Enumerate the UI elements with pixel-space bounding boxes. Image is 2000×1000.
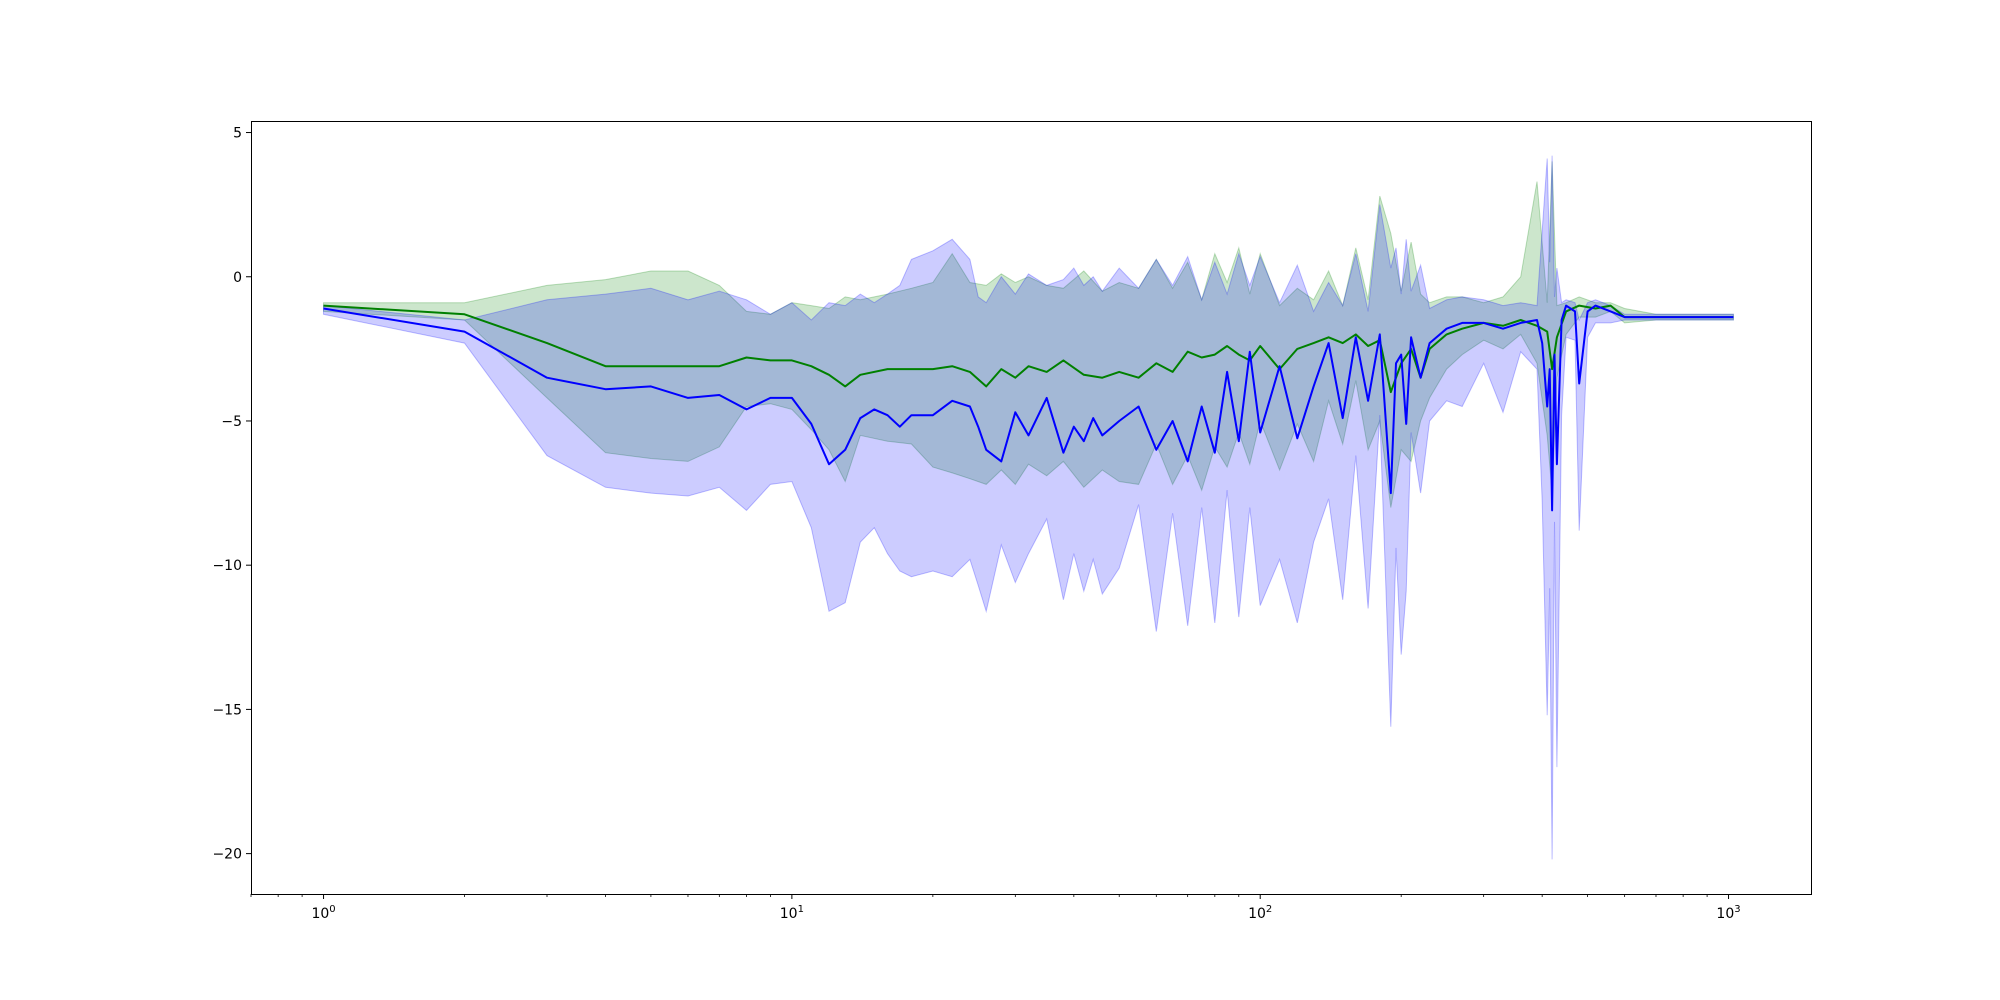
series-lines [323,304,1734,512]
x-tick-label: 102 [1248,904,1272,922]
plot-frame [251,121,1812,895]
x-tick-label: 103 [1716,904,1740,922]
confidence-bands [323,155,1734,860]
series-1-band [323,161,1734,508]
y-tick-label: −20 [212,847,242,863]
series-2-band [323,155,1734,860]
y-tick-label: −5 [221,414,242,430]
y-tick-label: 5 [233,126,242,142]
y-tick-label: −10 [212,558,242,574]
series-1-line [323,304,1734,394]
y-axis: 5 0 −5 −10 −15 −20 [212,126,251,863]
x-tick-label: 100 [311,904,335,922]
x-tick-label: 101 [780,904,804,922]
y-tick-label: 0 [233,270,242,286]
y-tick-label: −15 [212,702,242,718]
x-axis: 100 101 102 103 [250,894,1741,922]
series-2-line [323,304,1734,512]
